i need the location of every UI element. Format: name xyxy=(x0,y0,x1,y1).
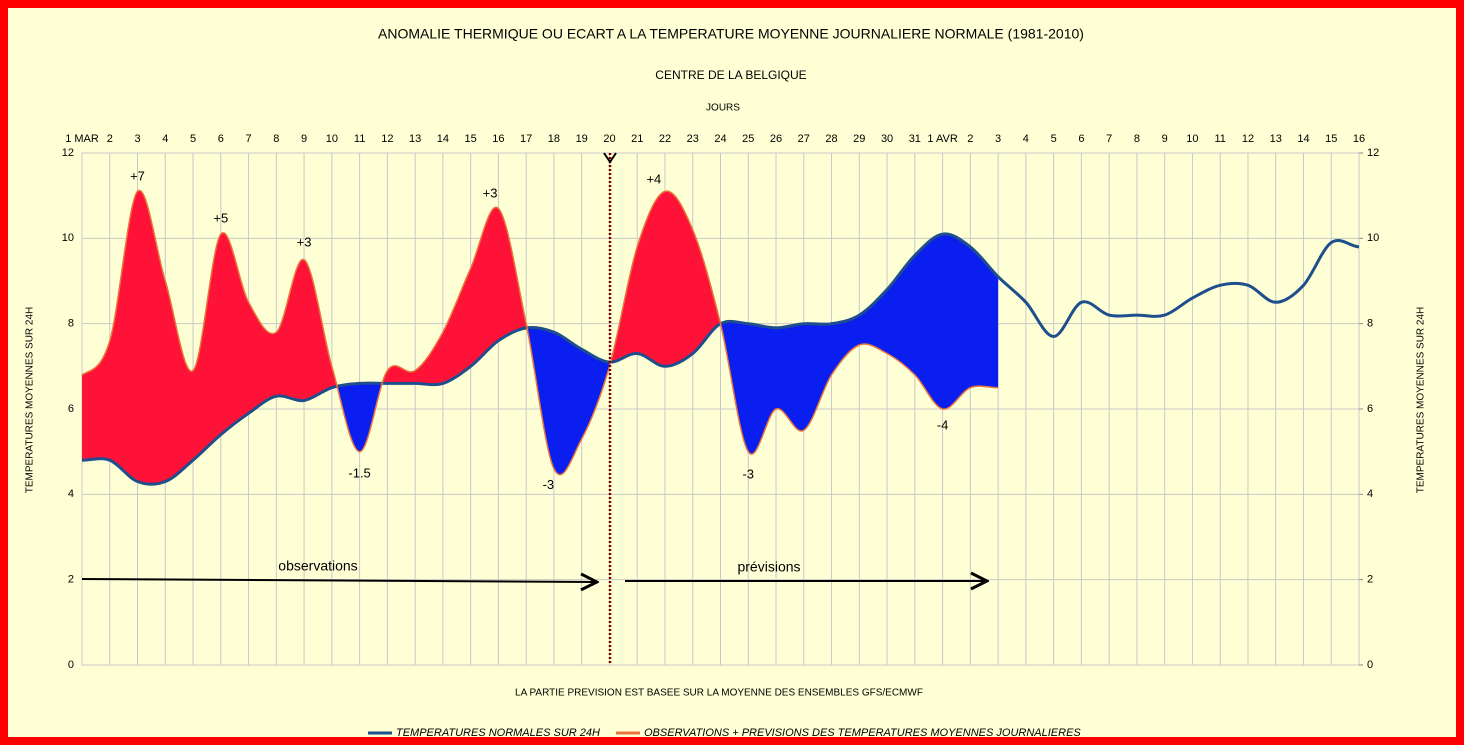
x-tick-label: 25 xyxy=(742,133,754,145)
anomaly-fill xyxy=(527,327,611,475)
x-tick-label: 15 xyxy=(465,133,477,145)
y2-tick-label: 10 xyxy=(1367,232,1379,244)
chart-title: ANOMALIE THERMIQUE OU ECART A LA TEMPERA… xyxy=(378,26,1084,42)
x-tick-label: 7 xyxy=(1106,133,1112,145)
x-tick-label: 18 xyxy=(548,133,560,145)
x-tick-label: 3 xyxy=(134,133,140,145)
x-tick-label: 2 xyxy=(107,133,113,145)
x-tick-label: 27 xyxy=(798,133,810,145)
anomaly-fills xyxy=(82,190,999,485)
chart-subtitle: CENTRE DE LA BELGIQUE xyxy=(655,68,806,82)
x-tick-label: 22 xyxy=(659,133,671,145)
y-tick-label: 8 xyxy=(68,318,74,330)
y-tick-label: 0 xyxy=(68,659,74,671)
x-tick-label: 1 AVR xyxy=(927,133,957,145)
x-tick-label: 3 xyxy=(995,133,1001,145)
x-tick-label: 10 xyxy=(1186,133,1198,145)
x-tick-label: 21 xyxy=(631,133,643,145)
legend: TEMPERATURES NORMALES SUR 24H OBSERVATION… xyxy=(368,727,1081,739)
y2-axis-label: TEMPERATURES MOYENNES SUR 24H xyxy=(1416,307,1427,494)
legend-label: TEMPERATURES NORMALES SUR 24H xyxy=(396,727,600,739)
x-tick-label: 6 xyxy=(218,133,224,145)
x-tick-label: 2 xyxy=(967,133,973,145)
x-tick-label: 8 xyxy=(273,133,279,145)
y-tick-label: 10 xyxy=(62,232,74,244)
labels: 1 MAR 2 3 4 5 6 7 8 9 10 11 12 13 14 15 16 17 18 19 20 21 22 2… xyxy=(62,133,1380,671)
y-tick-label: 6 xyxy=(68,403,74,415)
annotation: +4 xyxy=(646,171,661,186)
period-label: prévisions xyxy=(737,559,800,575)
x-tick-label: 11 xyxy=(354,133,365,145)
x-tick-label: 13 xyxy=(409,133,421,145)
x-tick-label: 24 xyxy=(714,133,726,145)
annotation: -3 xyxy=(742,467,754,482)
x-tick-label: 17 xyxy=(520,133,532,145)
x-axis-label: JOURS xyxy=(706,103,740,114)
x-tick-label: 8 xyxy=(1134,133,1140,145)
x-tick-label: 6 xyxy=(1078,133,1084,145)
x-tick-label: 4 xyxy=(1023,133,1029,145)
y-tick-label: 4 xyxy=(68,488,74,500)
legend-label: OBSERVATIONS + PREVISIONS DES TEMPERATUR… xyxy=(644,727,1081,739)
annotation: +3 xyxy=(297,234,312,249)
annotation: -1.5 xyxy=(348,465,370,480)
footnote: LA PARTIE PREVISION EST BASEE SUR LA MOY… xyxy=(515,688,923,699)
y2-tick-label: 2 xyxy=(1367,574,1373,586)
anomaly-fill xyxy=(610,191,721,367)
x-tick-label: 5 xyxy=(190,133,196,145)
series-line xyxy=(81,189,999,476)
x-tick-label: 10 xyxy=(326,133,338,145)
x-tick-label: 29 xyxy=(853,133,865,145)
x-tick-label: 23 xyxy=(687,133,699,145)
x-tick-label: 7 xyxy=(246,133,252,145)
x-tick-label: 1 MAR xyxy=(65,133,99,145)
x-tick-label: 11 xyxy=(1214,133,1225,145)
x-tick-label: 14 xyxy=(1297,133,1309,145)
forecast-arrow-head xyxy=(603,152,617,164)
anomaly-fill xyxy=(720,233,999,454)
y-tick-label: 2 xyxy=(68,574,74,586)
x-tick-label: 13 xyxy=(1270,133,1282,145)
annotation: +5 xyxy=(213,211,228,226)
x-tick-label: 14 xyxy=(437,133,449,145)
x-tick-label: 15 xyxy=(1325,133,1337,145)
x-tick-label: 28 xyxy=(825,133,837,145)
lines xyxy=(81,189,1360,486)
x-tick-label: 4 xyxy=(162,133,168,145)
annotation: -3 xyxy=(543,477,555,492)
y2-tick-label: 12 xyxy=(1367,147,1379,159)
y2-tick-label: 4 xyxy=(1367,488,1373,500)
x-tick-label: 5 xyxy=(1051,133,1057,145)
observations-arrow xyxy=(81,579,597,582)
annotation: +7 xyxy=(130,168,145,183)
y-axis-label: TEMPERATURES MOYENNES SUR 24H xyxy=(25,307,36,494)
x-tick-label: 9 xyxy=(301,133,307,145)
x-tick-label: 19 xyxy=(576,133,588,145)
period-label: observations xyxy=(278,558,357,574)
x-tick-label: 16 xyxy=(1353,133,1365,145)
x-tick-label: 12 xyxy=(1242,133,1254,145)
x-tick-label: 30 xyxy=(881,133,893,145)
x-tick-label: 20 xyxy=(603,133,615,145)
anomaly-fill xyxy=(337,383,383,452)
y2-tick-label: 0 xyxy=(1367,659,1373,671)
x-tick-label: 31 xyxy=(909,133,921,145)
anomaly-fill xyxy=(382,207,527,385)
x-tick-label: 12 xyxy=(381,133,393,145)
y2-tick-label: 8 xyxy=(1367,318,1373,330)
anomaly-fill xyxy=(82,190,338,485)
x-tick-label: 9 xyxy=(1162,133,1168,145)
x-tick-label: 16 xyxy=(492,133,504,145)
x-tick-label: 26 xyxy=(770,133,782,145)
y-tick-label: 12 xyxy=(62,147,74,159)
annotation: -4 xyxy=(937,418,949,433)
y2-tick-label: 6 xyxy=(1367,403,1373,415)
annotation: +3 xyxy=(483,185,498,200)
